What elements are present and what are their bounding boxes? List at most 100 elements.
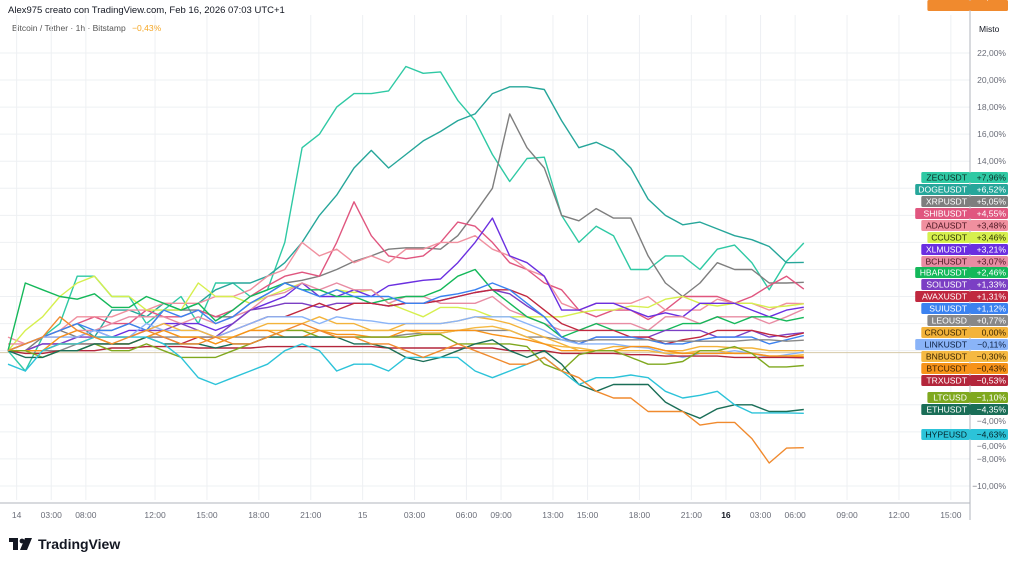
series-label-value: +0,77% <box>977 316 1007 326</box>
series-label-value: −4,35% <box>977 405 1007 415</box>
x-tick-label: 21:00 <box>300 510 322 520</box>
series-label-ltcusd[interactable]: LTCUSD −1,10% <box>927 392 1008 403</box>
series-label-name-bg <box>921 196 970 207</box>
series-label-bnbusdt[interactable]: BNBUSDT −0,30% <box>921 351 1008 362</box>
series-label-suiusdt[interactable]: SUIUSDT +1,12% <box>921 303 1008 314</box>
series-label-value-bg <box>970 184 1008 195</box>
series-label-xrpusdt[interactable]: XRPUSDT +5,05% <box>921 196 1008 207</box>
x-tick-label: 03:00 <box>750 510 772 520</box>
x-tick-label: 06:00 <box>785 510 807 520</box>
series-lines <box>7 65 805 464</box>
series-line-hypeusd <box>7 336 804 414</box>
series-label-value: +3,48% <box>977 221 1007 231</box>
series-label-solusdt[interactable]: SOLUSDT +1,33% <box>921 279 1008 290</box>
y-tick-label: 16,00% <box>977 129 1006 139</box>
series-label-name: LINKUSDT <box>925 340 968 350</box>
series-line-xlmusdt <box>8 217 804 352</box>
symbol-info[interactable]: Bitcoin / Tether · 1h · Bitstamp −0,43% <box>12 23 161 33</box>
x-tick-label: 21:00 <box>681 510 703 520</box>
series-label-value-bg <box>970 172 1008 183</box>
x-tick-label: 15:00 <box>577 510 599 520</box>
x-tick-label: 12:00 <box>144 510 166 520</box>
series-label-avaxusdt[interactable]: AVAXUSDT +1,31% <box>915 291 1008 302</box>
series-label-xmrusd[interactable]: XMRUSD −7,17% <box>927 0 1008 11</box>
series-label-name: XLMUSDT <box>926 245 968 255</box>
series-label-value-bg <box>970 208 1008 219</box>
x-tick-label: 09:00 <box>836 510 858 520</box>
series-label-value: −0,11% <box>977 340 1006 350</box>
series-label-value-bg <box>970 267 1008 278</box>
scale-mode-label[interactable]: Misto <box>979 24 1000 34</box>
series-label-name-bg <box>921 256 970 267</box>
series-label-name-bg <box>927 232 970 243</box>
series-label-value-bg <box>970 327 1008 338</box>
series-line-xmrusd <box>7 316 804 464</box>
series-label-name: BCHUSDT <box>925 257 967 267</box>
grid <box>0 0 971 520</box>
series-label-value: +2,46% <box>977 268 1007 278</box>
series-label-value: +3,21% <box>977 245 1007 255</box>
series-label-crousdt[interactable]: CROUSDT 0,00% <box>921 327 1008 338</box>
series-label-btcusdt[interactable]: BTCUSDT −0,43% <box>921 363 1008 374</box>
series-label-value-bg <box>970 315 1008 326</box>
series-label-shibusdt[interactable]: SHIBUSDT +4,55% <box>915 208 1008 219</box>
series-label-hypeusd[interactable]: HYPEUSD −4,63% <box>921 429 1008 440</box>
y-tick-label: 20,00% <box>977 75 1006 85</box>
series-label-name-bg <box>921 351 970 362</box>
x-tick-label: 16 <box>721 510 731 520</box>
series-label-value: +4,55% <box>977 209 1007 219</box>
series-label-value: −4,63% <box>977 430 1007 440</box>
series-label-name-bg <box>921 244 970 255</box>
series-label-name: CCUSDT <box>931 233 968 243</box>
series-label-value: +1,33% <box>977 280 1007 290</box>
x-tick-label: 03:00 <box>41 510 63 520</box>
series-label-name-bg <box>921 363 970 374</box>
series-label-name-bg <box>915 184 970 195</box>
series-label-linkusdt[interactable]: LINKUSDT −0,11% <box>915 339 1008 350</box>
series-label-name-bg <box>921 429 970 440</box>
series-label-bchusdt[interactable]: BCHUSDT +3,07% <box>921 256 1008 267</box>
series-label-value-bg <box>970 429 1008 440</box>
x-tick-label: 14 <box>12 510 22 520</box>
series-line-shibusdt <box>7 201 805 352</box>
series-label-value: +7,96% <box>977 173 1007 183</box>
x-tick-label: 15 <box>358 510 368 520</box>
series-label-ethusdt[interactable]: ETHUSDT −4,35% <box>921 404 1008 415</box>
series-label-zecusdt[interactable]: ZECUSDT +7,96% <box>921 172 1008 183</box>
series-label-name-bg <box>921 279 970 290</box>
series-label-adausdt[interactable]: ADAUSDT +3,48% <box>921 220 1008 231</box>
series-label-value-bg <box>970 279 1008 290</box>
series-label-name-bg <box>921 220 970 231</box>
series-label-name-bg <box>927 315 970 326</box>
series-label-name-bg <box>927 0 970 11</box>
series-label-name-bg <box>921 375 970 386</box>
tradingview-logo[interactable]: TradingView <box>9 536 120 552</box>
series-labels: ZECUSDT +7,96% DOGEUSDT +6,52% XRPUSDT +5,05%… <box>915 0 1008 440</box>
series-label-value-bg <box>970 303 1008 314</box>
series-line-trxusdt <box>7 345 804 359</box>
series-label-name: SHIBUSDT <box>924 209 968 219</box>
series-label-name: HYPEUSD <box>925 430 967 440</box>
series-label-hbarusdt[interactable]: HBARUSDT +2,46% <box>915 267 1008 278</box>
series-label-dogeusdt[interactable]: DOGEUSDT +6,52% <box>915 184 1008 195</box>
series-label-name: ZECUSDT <box>926 173 967 183</box>
series-label-value-bg <box>970 363 1008 374</box>
series-label-leousd[interactable]: LEOUSD +0,77% <box>927 315 1008 326</box>
x-tick-label: 12:00 <box>888 510 910 520</box>
series-label-name: LEOUSD <box>932 316 967 326</box>
y-tick-label: −4,00% <box>977 416 1007 426</box>
series-label-name: ADAUSDT <box>926 221 968 231</box>
series-label-name: HBARUSDT <box>920 268 968 278</box>
brand-name: TradingView <box>38 536 121 552</box>
series-label-value-bg <box>970 392 1008 403</box>
series-label-name: LTCUSD <box>933 393 967 403</box>
series-label-name-bg <box>927 392 970 403</box>
series-label-trxusdt[interactable]: TRXUSDT −0,53% <box>921 375 1008 386</box>
series-label-ccusdt[interactable]: CCUSDT +3,46% <box>927 232 1008 243</box>
series-label-value: −7,17% <box>977 0 1007 2</box>
series-label-xlmusdt[interactable]: XLMUSDT +3,21% <box>921 244 1008 255</box>
x-tick-label: 18:00 <box>629 510 651 520</box>
series-label-name-bg <box>915 291 970 302</box>
series-label-name: AVAXUSDT <box>922 292 968 302</box>
